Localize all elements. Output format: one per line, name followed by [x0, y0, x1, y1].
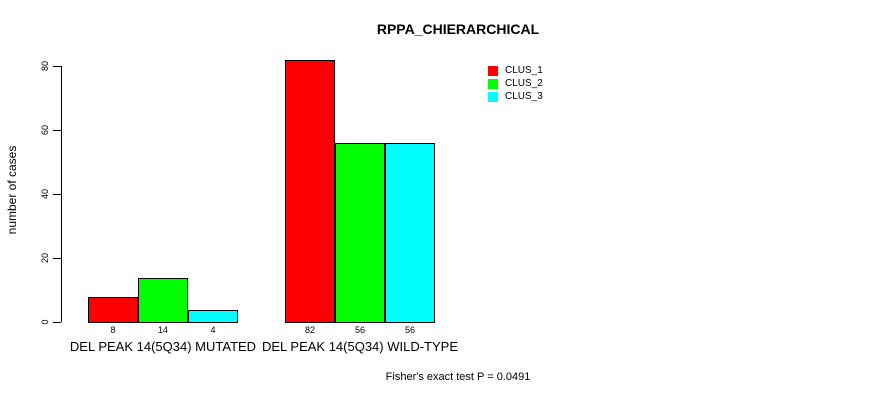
bar-clus_3-group1	[188, 310, 238, 323]
legend-item: CLUS_1	[488, 64, 543, 77]
bar-clus_1-group2	[285, 60, 335, 323]
bar-clus_2-group1	[138, 278, 188, 323]
bar-clus_1-group1	[88, 297, 138, 323]
y-axis-line	[61, 66, 62, 322]
bar-clus_2-group2	[335, 143, 385, 323]
y-tick-label: 0	[40, 319, 50, 325]
legend-item-label: CLUS_1	[505, 65, 543, 76]
y-tick-mark	[53, 194, 61, 195]
bar-value-label: 4	[210, 325, 216, 335]
y-tick-mark	[53, 130, 61, 131]
y-tick-label: 80	[40, 60, 50, 72]
category-label: DEL PEAK 14(5Q34) WILD-TYPE	[261, 339, 459, 354]
y-tick-label: 20	[40, 252, 50, 264]
chart-title: RPPA_CHIERARCHICAL	[376, 21, 540, 37]
legend: CLUS_1 CLUS_2 CLUS_3	[488, 64, 543, 103]
bar-value-label: 56	[404, 325, 416, 335]
category-label: DEL PEAK 14(5Q34) MUTATED	[69, 339, 257, 354]
legend-swatch-clus_3	[488, 91, 498, 102]
bar-clus_3-group2	[385, 143, 435, 323]
y-tick-label: 60	[40, 124, 50, 136]
legend-item-label: CLUS_2	[505, 78, 543, 89]
bar-value-label: 56	[354, 325, 366, 335]
y-tick-mark	[53, 258, 61, 259]
y-tick-label: 40	[40, 188, 50, 200]
y-tick-mark	[53, 66, 61, 67]
legend-item: CLUS_2	[488, 77, 543, 90]
fisher-test-annotation: Fisher's exact test P = 0.0491	[385, 371, 531, 383]
legend-item: CLUS_3	[488, 90, 543, 103]
legend-swatch-clus_2	[488, 78, 498, 89]
y-tick-mark	[53, 322, 61, 323]
bar-value-label: 14	[157, 325, 169, 335]
legend-item-label: CLUS_3	[505, 91, 543, 102]
bar-value-label: 8	[110, 325, 116, 335]
legend-swatch-clus_1	[488, 65, 498, 76]
bar-value-label: 82	[304, 325, 316, 335]
